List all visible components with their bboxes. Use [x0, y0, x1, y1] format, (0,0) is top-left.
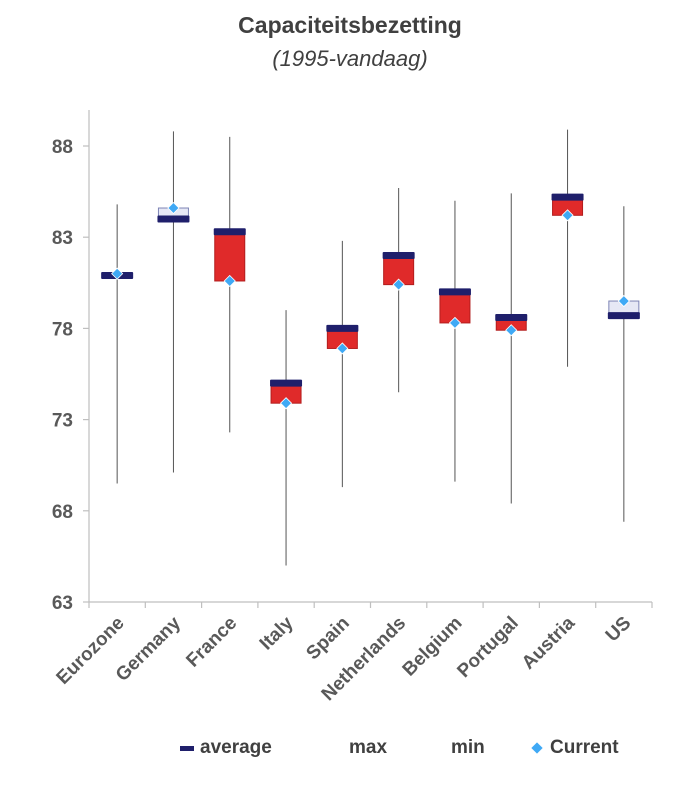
current-marker-spain — [336, 342, 349, 355]
legend-max: max — [349, 737, 387, 759]
current-marker-italy — [279, 397, 293, 410]
average-marker-us — [607, 312, 640, 320]
average-marker-austria — [551, 193, 584, 201]
chart-title: Capaciteitsbezetting — [238, 12, 462, 38]
legend: average max min Current — [0, 737, 700, 765]
legend-current: Current — [531, 737, 619, 759]
x-category-label: Austria — [518, 612, 579, 673]
average-marker-germany — [157, 215, 190, 223]
y-tick-label: 88 — [52, 137, 73, 158]
current-marker-eurozone — [111, 267, 124, 280]
average-marker-spain — [326, 324, 359, 332]
current-marker-portugal — [505, 324, 518, 337]
average-marker-france — [213, 228, 246, 236]
x-category-label: France — [182, 613, 241, 672]
x-category-label: Spain — [302, 613, 353, 664]
legend-average-label: average — [200, 737, 272, 758]
x-category-label: US — [602, 613, 636, 647]
legend-average: average — [180, 737, 272, 759]
y-tick-label: 68 — [52, 502, 73, 523]
average-marker-italy — [270, 379, 303, 387]
y-tick-label: 83 — [52, 228, 73, 249]
current-marker-us — [617, 294, 630, 308]
average-marker-belgium — [438, 288, 471, 296]
x-category-label: Italy — [256, 612, 298, 654]
average-marker-netherlands — [382, 251, 415, 259]
legend-current-marker — [531, 742, 543, 754]
box-france — [214, 231, 246, 282]
y-tick-label: 73 — [52, 411, 73, 432]
average-marker-portugal — [495, 313, 528, 321]
current-marker-austria — [561, 209, 574, 222]
legend-average-marker — [180, 745, 194, 751]
legend-current-label: Current — [550, 737, 619, 758]
legend-max-label: max — [349, 737, 388, 758]
legend-min-label: min — [451, 737, 485, 758]
legend-min: min — [451, 737, 485, 759]
chart-subtitle: (1995-vandaag) — [272, 46, 428, 71]
y-tick-label: 78 — [52, 319, 73, 340]
current-marker-netherlands — [392, 278, 405, 291]
current-marker-germany — [167, 201, 180, 215]
x-category-label: Portugal — [453, 613, 522, 682]
y-tick-label: 63 — [52, 593, 73, 614]
current-marker-france — [223, 274, 236, 288]
current-marker-belgium — [448, 316, 462, 329]
